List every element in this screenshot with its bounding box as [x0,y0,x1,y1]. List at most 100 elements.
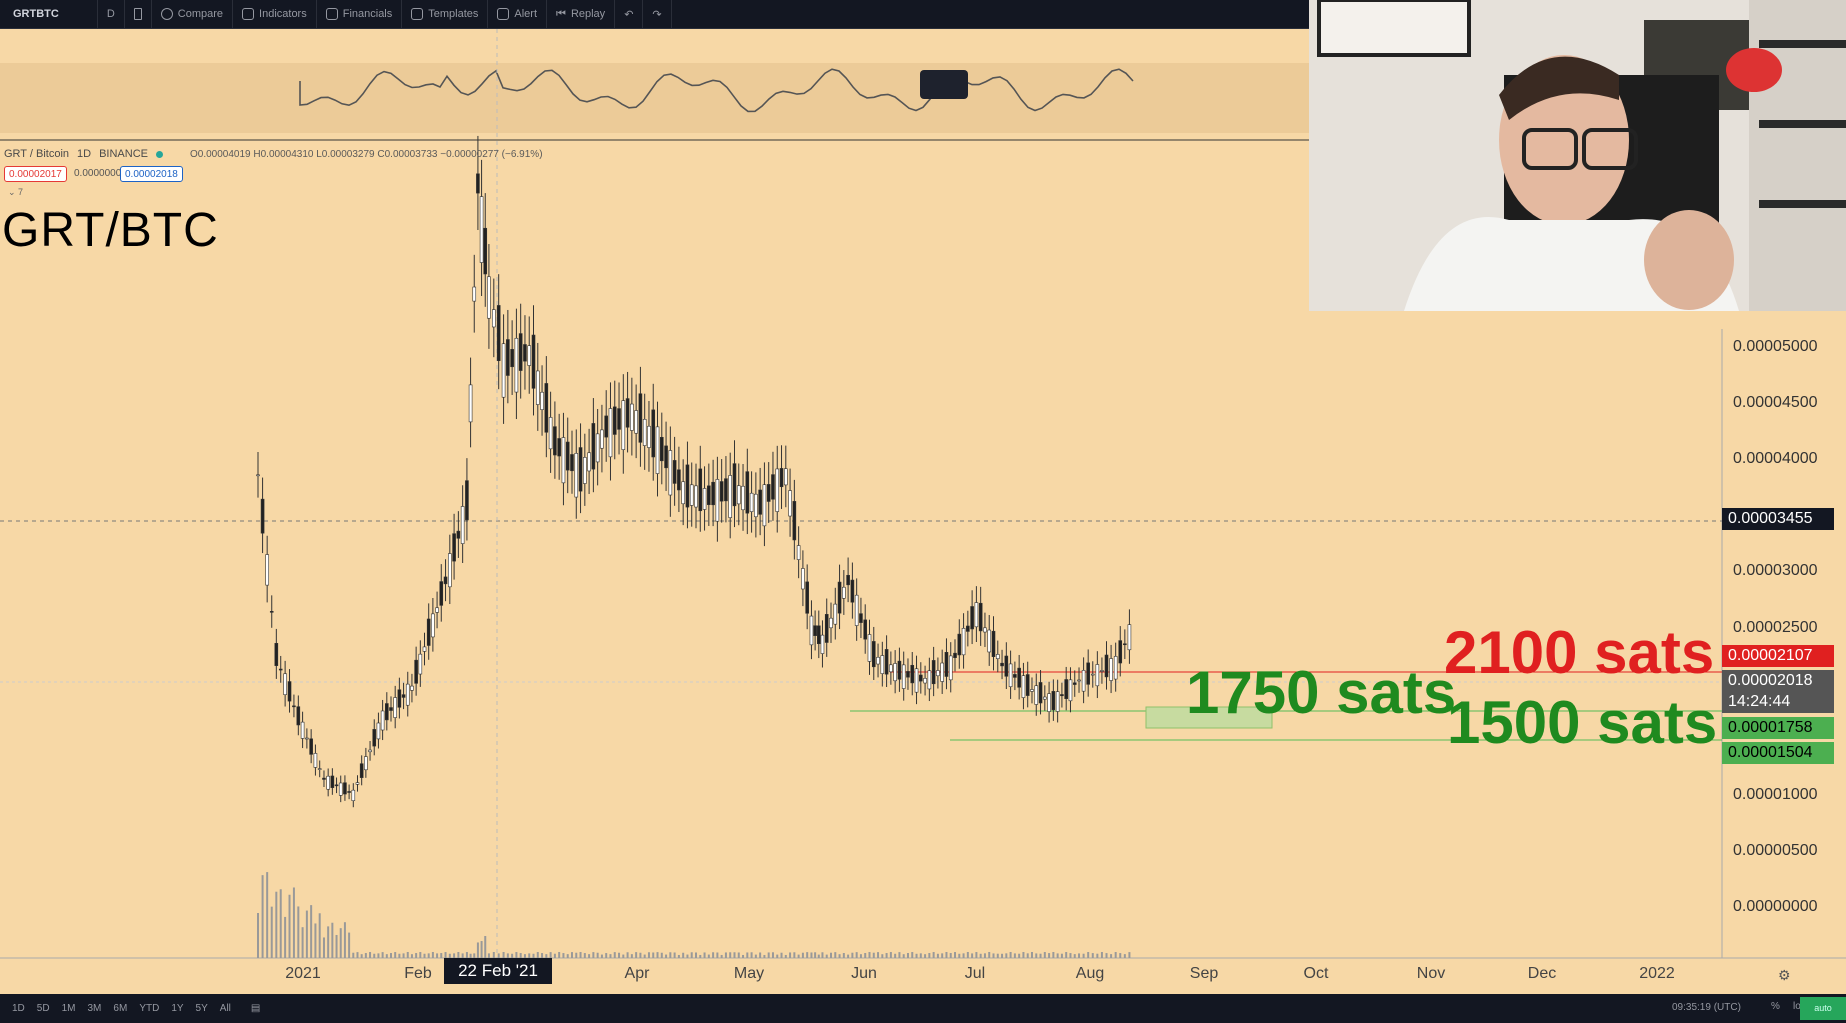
layout-toggle-button[interactable] [920,70,968,99]
volume-bar [275,891,278,958]
volume-bar [898,952,901,958]
volume-bar [423,953,426,958]
candle-body [256,474,260,477]
candle-body [762,484,767,527]
candle-body [380,710,385,731]
candle-body [745,471,750,514]
volume-bar [789,952,792,958]
range-button-1m[interactable]: 1M [61,1003,76,1014]
volume-bar [1052,952,1055,958]
volume-bar [364,953,367,958]
volume-bar [889,952,892,958]
redo-button[interactable]: ↷ [643,0,672,29]
volume-bar [292,887,295,958]
candle-body [260,498,265,534]
auto-scale-toggle[interactable]: auto [1800,997,1846,1020]
percent-toggle[interactable]: % [1771,1001,1780,1012]
volume-bar [613,952,616,958]
utc-clock[interactable]: 09:35:19 (UTC) [1672,1002,1741,1013]
volume-bar [647,952,650,958]
range-button-5d[interactable]: 5D [36,1003,50,1014]
candle-body [472,286,477,302]
volume-bar [838,954,841,958]
compare-button[interactable]: Compare [152,0,234,29]
undo-button[interactable]: ↶ [615,0,644,29]
indicators-button[interactable]: Indicators [233,0,317,29]
chart-style-button[interactable] [125,0,152,29]
range-button-ytd[interactable]: YTD [139,1003,160,1014]
legend-interval: 1D [77,148,92,160]
price-tick: 0.00000000 [1733,898,1818,915]
mid-annotation: 1750 sats [1186,659,1457,726]
volume-bar [915,953,918,958]
volume-bar [279,889,282,958]
volume-bar [771,952,774,958]
candle-body [642,419,647,446]
candle-body [557,438,561,457]
candle-body [685,464,690,508]
candle-body [334,784,339,787]
candle-body [1034,685,1039,705]
volume-bar [314,923,317,958]
symbol-search-button[interactable]: GRTBTC [4,0,98,29]
top-toolbar: GRTBTC D Compare Indicators Financials T… [0,0,1309,29]
volume-bar [394,952,397,958]
range-button-3m[interactable]: 3M [87,1003,102,1014]
candle-body [431,613,435,638]
volume-bar [327,926,330,958]
redo-icon: ↷ [652,8,662,21]
compare-label: Compare [177,8,224,20]
buy-button[interactable]: 0.00002018 [120,166,183,182]
alert-label: Alert [514,8,538,20]
volume-bar [924,954,927,958]
volume-bar [1060,953,1063,958]
time-tick: Nov [1416,965,1446,982]
replay-button[interactable]: ⏮ Replay [547,0,616,29]
legend-pair[interactable]: GRT / Bitcoin [4,148,70,160]
volume-bar [971,953,974,958]
range-button-1d[interactable]: 1D [12,1003,25,1014]
candle-body [702,488,707,510]
range-button-5y[interactable]: 5Y [195,1003,208,1014]
volume-bar [729,952,732,958]
candle-body [871,641,876,668]
last-price-tag: 0.00002018 [1722,670,1834,692]
range-button-all[interactable]: All [219,1003,231,1014]
candle-body [435,607,439,613]
volume-bar [331,922,334,958]
candle-body [578,447,583,492]
settings-gear-icon[interactable]: ⚙ [1778,967,1791,983]
volume-bar [1082,953,1085,958]
candle-body [698,468,703,512]
candle-body [405,683,410,706]
collapse-indicators-button[interactable]: ⌄ 7 [8,187,24,197]
interval-button[interactable]: D [98,0,125,29]
candle-body [587,452,591,472]
indicator-band [0,63,1309,133]
candle-body [948,655,953,681]
candle-body [771,474,775,500]
volume-bar [733,952,736,958]
candle-body [1100,670,1104,672]
range-button-1y[interactable]: 1Y [171,1003,184,1014]
candle-body [801,568,805,590]
financials-button[interactable]: Financials [317,0,403,29]
volume-bar [630,954,633,958]
range-button-6m[interactable]: 6M [113,1003,128,1014]
volume-bar [932,952,935,958]
volume-bar [720,954,723,958]
alert-button[interactable]: Alert [488,0,548,29]
date-range-icon[interactable]: ▤ [250,1003,261,1014]
volume-bar [817,954,820,958]
sell-button[interactable]: 0.00002017 [4,166,67,182]
templates-button[interactable]: Templates [402,0,489,29]
volume-bar [492,952,495,958]
candle-body [296,706,301,726]
candle-body [338,782,343,796]
bar-countdown: 14:24:44 [1722,691,1834,713]
spread-value: 0.00000001 [74,168,127,179]
volume-bar [1114,952,1117,958]
financials-label: Financials [342,8,393,20]
candle-body [876,656,880,665]
log-toggle[interactable]: log [1793,1001,1806,1012]
